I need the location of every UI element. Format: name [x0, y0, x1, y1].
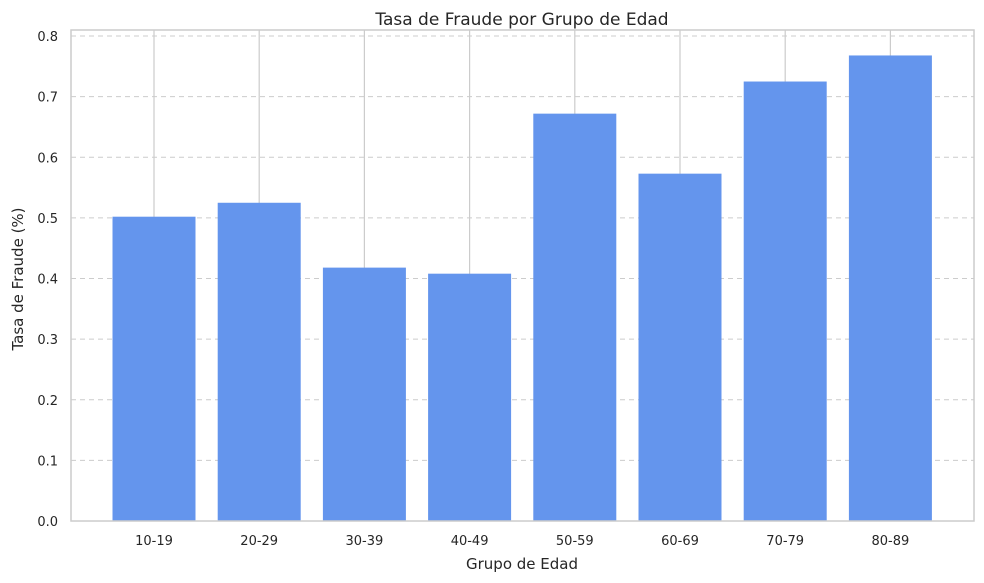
- bar-30-39: [322, 267, 406, 521]
- y-tick-label: 0.6: [37, 151, 58, 166]
- bar-40-49: [428, 273, 512, 521]
- y-tick-label: 0.7: [37, 91, 58, 106]
- bar-50-59: [533, 113, 617, 521]
- bar-80-89: [848, 55, 932, 521]
- grid: [71, 30, 974, 521]
- y-tick-label: 0.5: [37, 212, 58, 227]
- axes: 0.0 0.1 0.2 0.3 0.4 0.5 0.6 0.7 0.8 10-19 20-29 30-…: [37, 29, 975, 549]
- x-tick-label: 40-49: [451, 534, 489, 549]
- y-axis-label: Tasa de Fraude (%): [9, 207, 27, 351]
- x-tick-label: 50-59: [556, 534, 594, 549]
- bars: [112, 55, 932, 521]
- x-tick-label: 20-29: [240, 534, 278, 549]
- x-tick-label: 70-79: [766, 534, 804, 549]
- y-tick-label: 0.1: [37, 454, 58, 469]
- x-axis-label: Grupo de Edad: [466, 555, 578, 573]
- y-tick-label: 0.8: [37, 30, 58, 45]
- y-tick-label: 0.4: [37, 273, 58, 288]
- y-tick-label: 0.3: [37, 333, 58, 348]
- x-tick-label: 60-69: [661, 534, 699, 549]
- x-tick-label: 10-19: [135, 534, 173, 549]
- x-tick-label: 30-39: [346, 534, 384, 549]
- chart-title: Tasa de Fraude por Grupo de Edad: [374, 10, 668, 30]
- bar-70-79: [743, 81, 827, 521]
- y-tick-label: 0.2: [37, 394, 58, 409]
- x-tick-label: 80-89: [872, 534, 910, 549]
- bar-10-19: [112, 216, 196, 521]
- bar-60-69: [638, 173, 722, 521]
- bar-20-29: [217, 202, 301, 521]
- y-tick-label: 0.0: [37, 515, 58, 530]
- plot-frame: [70, 29, 975, 522]
